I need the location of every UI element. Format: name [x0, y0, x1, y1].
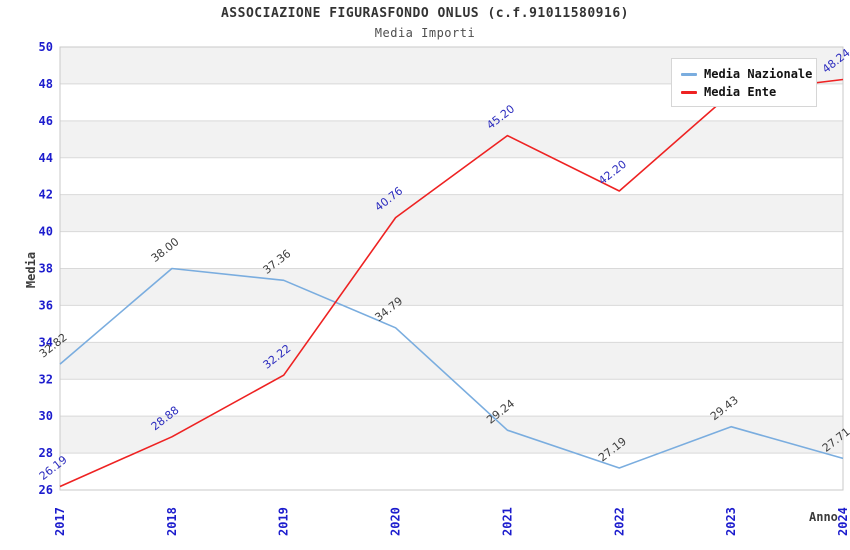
- y-tick-label: 28: [39, 446, 53, 460]
- y-tick-label: 26: [39, 483, 53, 497]
- y-tick-label: 36: [39, 298, 53, 312]
- plot-band: [60, 194, 843, 232]
- legend-label-media-ente: Media Ente: [704, 85, 777, 99]
- legend: Media Nazionale Media Ente: [671, 58, 817, 107]
- y-tick-label: 38: [39, 262, 53, 276]
- legend-line-sample-red-icon: [681, 90, 697, 94]
- x-tick-label: 2022: [612, 507, 626, 536]
- series-line-media-ente: [59, 78, 844, 488]
- series-line-media-nazionale: [59, 267, 844, 469]
- y-tick-label: 44: [39, 151, 53, 165]
- y-tick-label: 32: [39, 372, 53, 386]
- y-tick-label: 48: [39, 77, 53, 91]
- plot-band: [60, 268, 843, 306]
- x-tick-label: 2017: [53, 507, 67, 536]
- y-tick-label: 42: [39, 188, 53, 202]
- chart-subtitle: Media Importi: [374, 26, 476, 40]
- x-axis-title: Anno: [809, 510, 838, 524]
- chart-title: ASSOCIAZIONE FIGURASFONDO ONLUS (c.f.910…: [220, 6, 629, 21]
- x-tick-label: 2019: [277, 507, 291, 536]
- x-tick-label: 2024: [836, 507, 850, 536]
- y-tick-label: 46: [39, 114, 53, 128]
- x-tick-label: 2023: [724, 507, 738, 536]
- legend-item-media-ente[interactable]: Media Ente: [681, 83, 808, 101]
- y-tick-label: 50: [39, 40, 53, 54]
- plot-band: [60, 120, 843, 158]
- plot-band: [60, 379, 843, 417]
- plot-band: [60, 231, 843, 269]
- plot-band: [60, 342, 843, 380]
- plot-band: [60, 305, 843, 343]
- y-tick-label: 40: [39, 225, 53, 239]
- x-tick-label: 2020: [389, 507, 403, 536]
- plot-band: [60, 453, 843, 490]
- y-axis-title: Media: [24, 251, 39, 289]
- legend-label-media-nazionale: Media Nazionale: [704, 67, 813, 81]
- x-tick-label: 2021: [500, 507, 514, 536]
- x-tick-label: 2018: [165, 507, 179, 536]
- plot-border: [59, 46, 844, 491]
- plot-band: [60, 416, 843, 454]
- legend-item-media-nazionale[interactable]: Media Nazionale: [681, 65, 812, 83]
- y-tick-label: 30: [39, 409, 53, 423]
- y-tick-label: 34: [39, 335, 53, 349]
- legend-line-sample-blue-icon: [681, 72, 697, 76]
